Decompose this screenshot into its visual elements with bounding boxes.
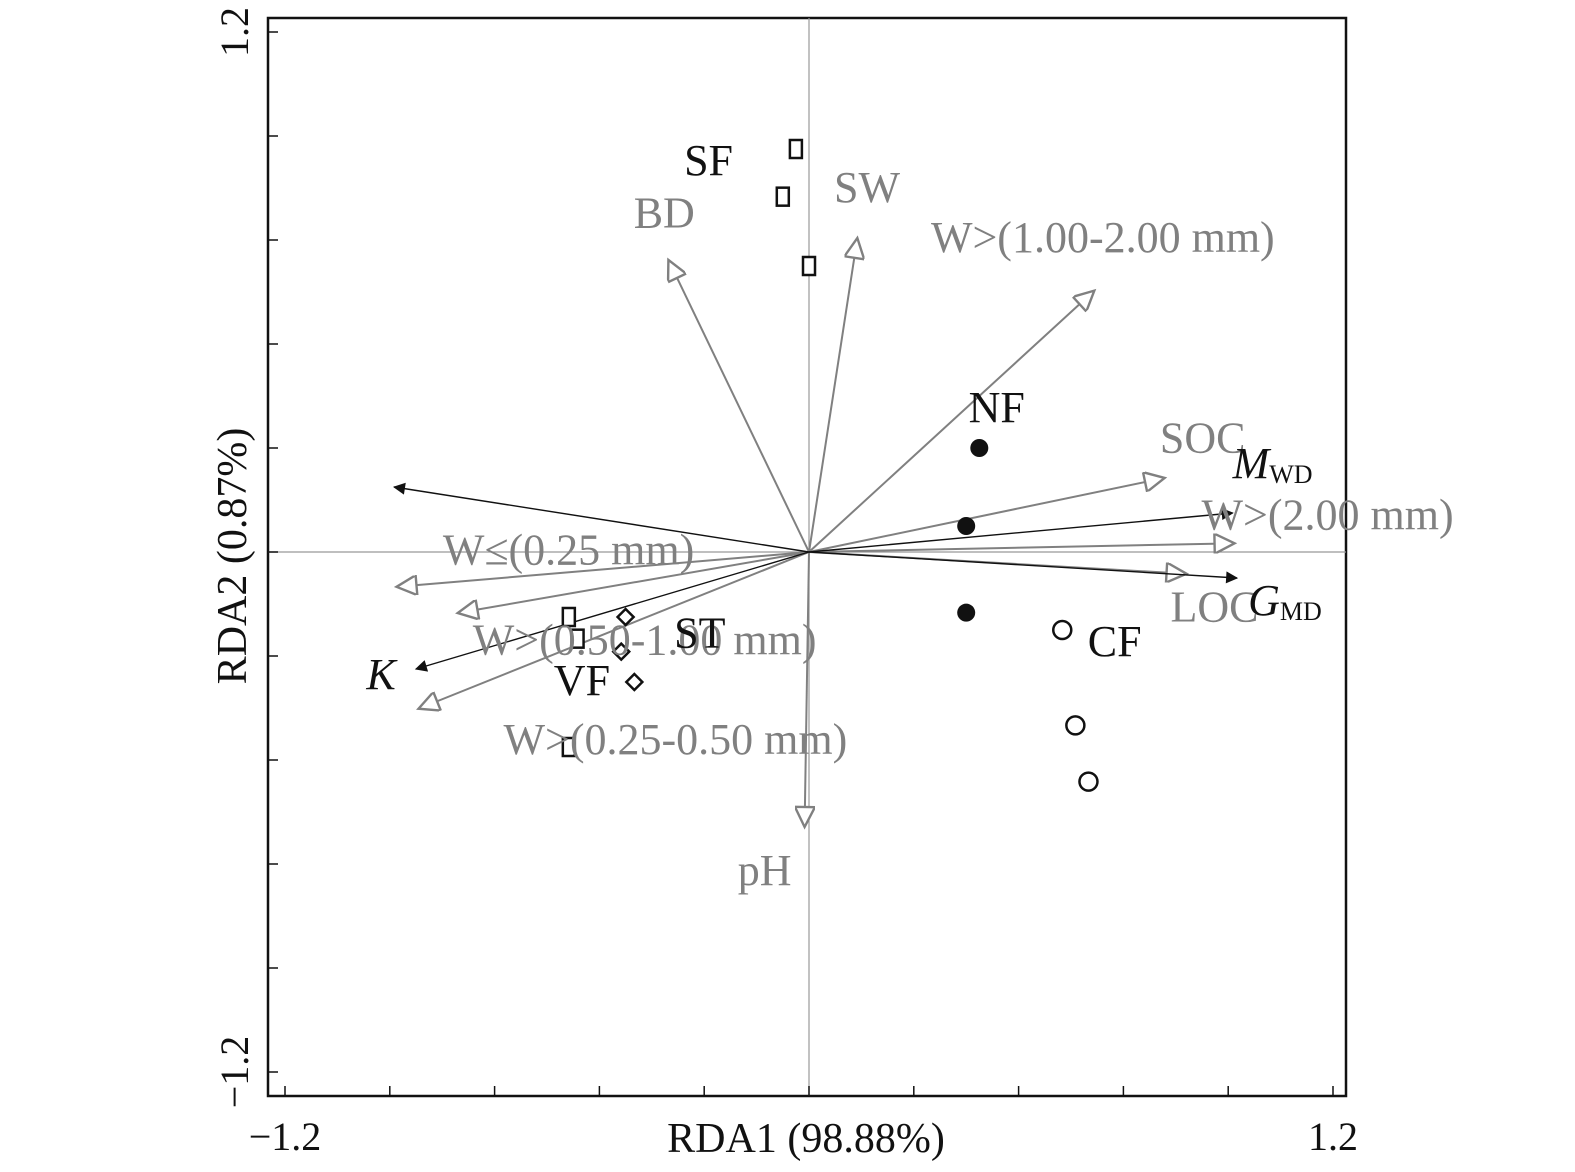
explanatory-label-7: W>(0.50-1.00 mm): [473, 616, 817, 665]
sample-point-nf-1: [957, 517, 976, 535]
x-axis-title: RDA1 (98.88%): [667, 1116, 945, 1162]
sample-point-cf-1: [1065, 715, 1086, 736]
sample-point-nf-0: [970, 439, 989, 457]
group-label-st: ST: [674, 608, 725, 657]
explanatory-label-0: BD: [634, 189, 695, 238]
explanatory-label-4: W>(2.00 mm): [1202, 490, 1454, 539]
plot-frame: [266, 16, 1348, 1098]
explanatory-label-8: W>(0.25-0.50 mm): [503, 715, 847, 764]
group-label-cf: CF: [1088, 617, 1142, 666]
y-tick-label-min: −1.2: [212, 1036, 257, 1109]
explanatory-arrow-2: [808, 292, 1093, 553]
sample-point-sf-0: [788, 138, 804, 160]
y-tick-label-max: 1.2: [212, 7, 257, 57]
explanatory-arrow-8: [420, 551, 810, 708]
sample-point-nf-2: [957, 603, 976, 622]
response-arrow-2: [414, 551, 810, 672]
sample-point-sf-1: [775, 186, 791, 207]
explanatory-arrow-3: [808, 478, 1163, 553]
explanatory-label-6: W≤(0.25 mm): [443, 526, 694, 575]
response-arrow-0: [808, 508, 1234, 553]
response-arrow-3: [392, 482, 810, 553]
x-tick-label-max: 1.2: [1308, 1114, 1358, 1159]
explanatory-arrow-6: [399, 551, 810, 587]
sample-point-st-0: [615, 607, 636, 627]
explanatory-arrow-1: [808, 240, 857, 553]
explanatory-label-9: pH: [738, 846, 792, 895]
response-arrow-1: [808, 551, 1239, 584]
response-label-0: MWD: [1232, 439, 1313, 489]
sample-point-st-1: [611, 641, 632, 662]
sample-point-vf-2: [561, 736, 577, 758]
group-label-sf: SF: [684, 136, 733, 185]
explanatory-arrow-4: [808, 543, 1233, 552]
response-vectors: [392, 482, 1239, 672]
explanatory-label-5: LOC: [1171, 583, 1259, 632]
explanatory-arrow-0: [669, 262, 810, 553]
explanatory-label-3: SOC: [1160, 413, 1246, 462]
explanatory-arrow-7: [460, 551, 810, 613]
explanatory-arrow-9: [805, 551, 809, 825]
vector-labels: BD SW W>(1.00-2.00 mm) SOC W>(2.00 mm) LOC W≤(…: [365, 136, 1453, 895]
response-label-2: K: [365, 650, 398, 699]
sample-point-vf-1: [570, 628, 585, 649]
sample-point-cf-2: [1078, 771, 1099, 792]
explanatory-label-2: W>(1.00-2.00 mm): [931, 213, 1275, 262]
sample-point-st-2: [624, 672, 645, 692]
group-label-nf: NF: [969, 383, 1025, 432]
sample-points: [561, 138, 1099, 792]
sample-point-sf-2: [801, 255, 817, 277]
x-tick-label-min: −1.2: [249, 1114, 322, 1159]
response-label-1: GMD: [1248, 576, 1322, 626]
sample-point-vf-0: [561, 606, 577, 628]
y-axis-title: RDA2 (0.87%): [210, 428, 256, 685]
sample-point-cf-0: [1052, 619, 1073, 641]
axis-ticks: [268, 31, 1334, 1096]
explanatory-label-1: SW: [834, 163, 900, 212]
group-label-vf: VF: [554, 656, 610, 705]
